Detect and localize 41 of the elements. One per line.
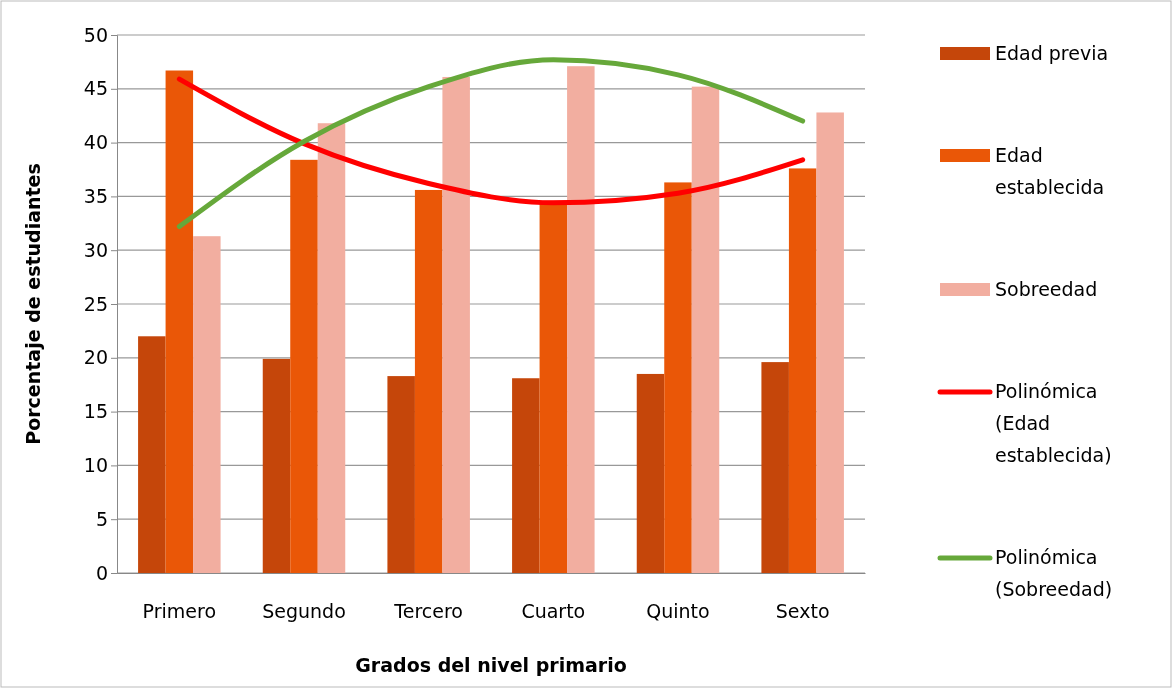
x-tick-label: Quinto	[646, 600, 710, 623]
y-tick-label: 40	[83, 131, 108, 154]
bar	[816, 112, 844, 573]
legend-label: Polinómica (Sobreedad)	[995, 546, 1113, 600]
bar	[165, 70, 194, 573]
x-tick-label: Tercero	[393, 600, 463, 623]
bar	[691, 86, 720, 573]
bar	[442, 76, 470, 573]
bar	[788, 168, 817, 573]
y-tick-label: 20	[83, 346, 108, 369]
y-tick-label: 50	[83, 23, 108, 46]
legend-label: Polinómica (Edad establecida)	[995, 380, 1112, 466]
bar	[138, 336, 166, 573]
x-tick-label: Primero	[142, 600, 217, 623]
legend-label: Edad establecida	[995, 144, 1105, 198]
bar	[262, 358, 291, 573]
bar	[567, 66, 595, 573]
y-tick-label: 35	[83, 184, 108, 207]
legend-label: Edad previa	[995, 42, 1109, 64]
bar	[512, 378, 540, 573]
x-tick-label: Segundo	[262, 600, 346, 623]
legend-label: Sobreedad	[995, 278, 1098, 300]
bar	[761, 362, 789, 573]
y-tick-label: 5	[95, 507, 108, 530]
bar	[193, 236, 221, 573]
bar	[664, 182, 692, 573]
y-tick-label: 0	[95, 561, 108, 584]
x-tick-label: Cuarto	[521, 600, 586, 623]
bar	[317, 123, 346, 573]
y-axis-title: Porcentaje de estudiantes	[22, 163, 44, 445]
bar	[414, 189, 443, 573]
bar	[636, 373, 665, 573]
y-tick-label: 10	[83, 453, 108, 476]
y-tick-label: 15	[83, 400, 108, 423]
y-tick-label: 45	[83, 77, 108, 100]
y-tick-label: 30	[83, 238, 108, 261]
bar	[387, 376, 415, 573]
x-axis-title: Grados del nivel primario	[355, 654, 627, 676]
bar	[290, 159, 318, 573]
y-tick-label: 25	[83, 292, 108, 315]
x-tick-label: Sexto	[775, 600, 830, 623]
